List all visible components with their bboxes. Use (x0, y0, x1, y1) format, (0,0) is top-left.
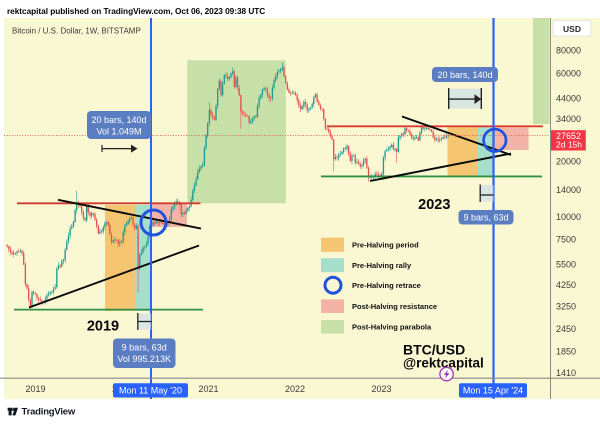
svg-text:20000: 20000 (556, 156, 581, 166)
svg-text:5500: 5500 (556, 260, 576, 270)
svg-text:2d 15h: 2d 15h (556, 140, 582, 150)
svg-text:2022: 2022 (285, 384, 305, 394)
svg-text:Pre-Halving retrace: Pre-Halving retrace (352, 281, 421, 290)
svg-text:1410: 1410 (556, 368, 576, 378)
svg-text:Pre-Halving period: Pre-Halving period (352, 241, 419, 250)
svg-text:BTC/USD: BTC/USD (403, 342, 465, 358)
svg-text:7500: 7500 (556, 235, 576, 245)
svg-text:Mon 15 Apr '24: Mon 15 Apr '24 (463, 386, 523, 396)
svg-text:80000: 80000 (556, 46, 581, 56)
svg-text:4250: 4250 (556, 280, 576, 290)
svg-text:2450: 2450 (556, 324, 576, 334)
svg-text:USD: USD (563, 24, 581, 34)
svg-text:2019: 2019 (87, 319, 119, 335)
svg-text:14000: 14000 (556, 185, 581, 195)
svg-text:2021: 2021 (198, 384, 218, 394)
svg-text:Vol 995.213K: Vol 995.213K (117, 354, 171, 364)
svg-text:2023: 2023 (418, 197, 450, 213)
svg-text:Post-Halving resistance: Post-Halving resistance (352, 302, 437, 311)
svg-text:3250: 3250 (556, 302, 576, 312)
svg-text:Mon 11 May '20: Mon 11 May '20 (119, 386, 182, 396)
svg-text:rektcapital published on Tradi: rektcapital published on TradingView.com… (7, 6, 265, 16)
svg-text:Vol 1.049M: Vol 1.049M (96, 127, 141, 137)
svg-text:Pre-Halving rally: Pre-Halving rally (352, 261, 412, 270)
svg-text:Post-Halving parabola: Post-Halving parabola (352, 323, 432, 332)
svg-text:10000: 10000 (556, 212, 581, 222)
svg-text:2019: 2019 (25, 384, 45, 394)
svg-text:20 bars, 140d: 20 bars, 140d (91, 115, 146, 125)
svg-text:2023: 2023 (371, 384, 391, 394)
svg-text:60000: 60000 (556, 69, 581, 79)
svg-text:@rektcapital: @rektcapital (403, 355, 484, 370)
svg-text:20 bars, 140d: 20 bars, 140d (437, 70, 492, 80)
svg-text:TradingView: TradingView (22, 407, 76, 418)
svg-text:1850: 1850 (556, 347, 576, 357)
svg-text:9 bars, 63d: 9 bars, 63d (463, 213, 508, 223)
svg-text:34000: 34000 (556, 114, 581, 124)
svg-text:9 bars, 63d: 9 bars, 63d (122, 343, 167, 353)
svg-text:44000: 44000 (556, 93, 581, 103)
svg-text:27652: 27652 (556, 131, 581, 141)
svg-text:Bitcoin / U.S. Dollar, 1W, BIT: Bitcoin / U.S. Dollar, 1W, BITSTAMP (12, 27, 141, 36)
